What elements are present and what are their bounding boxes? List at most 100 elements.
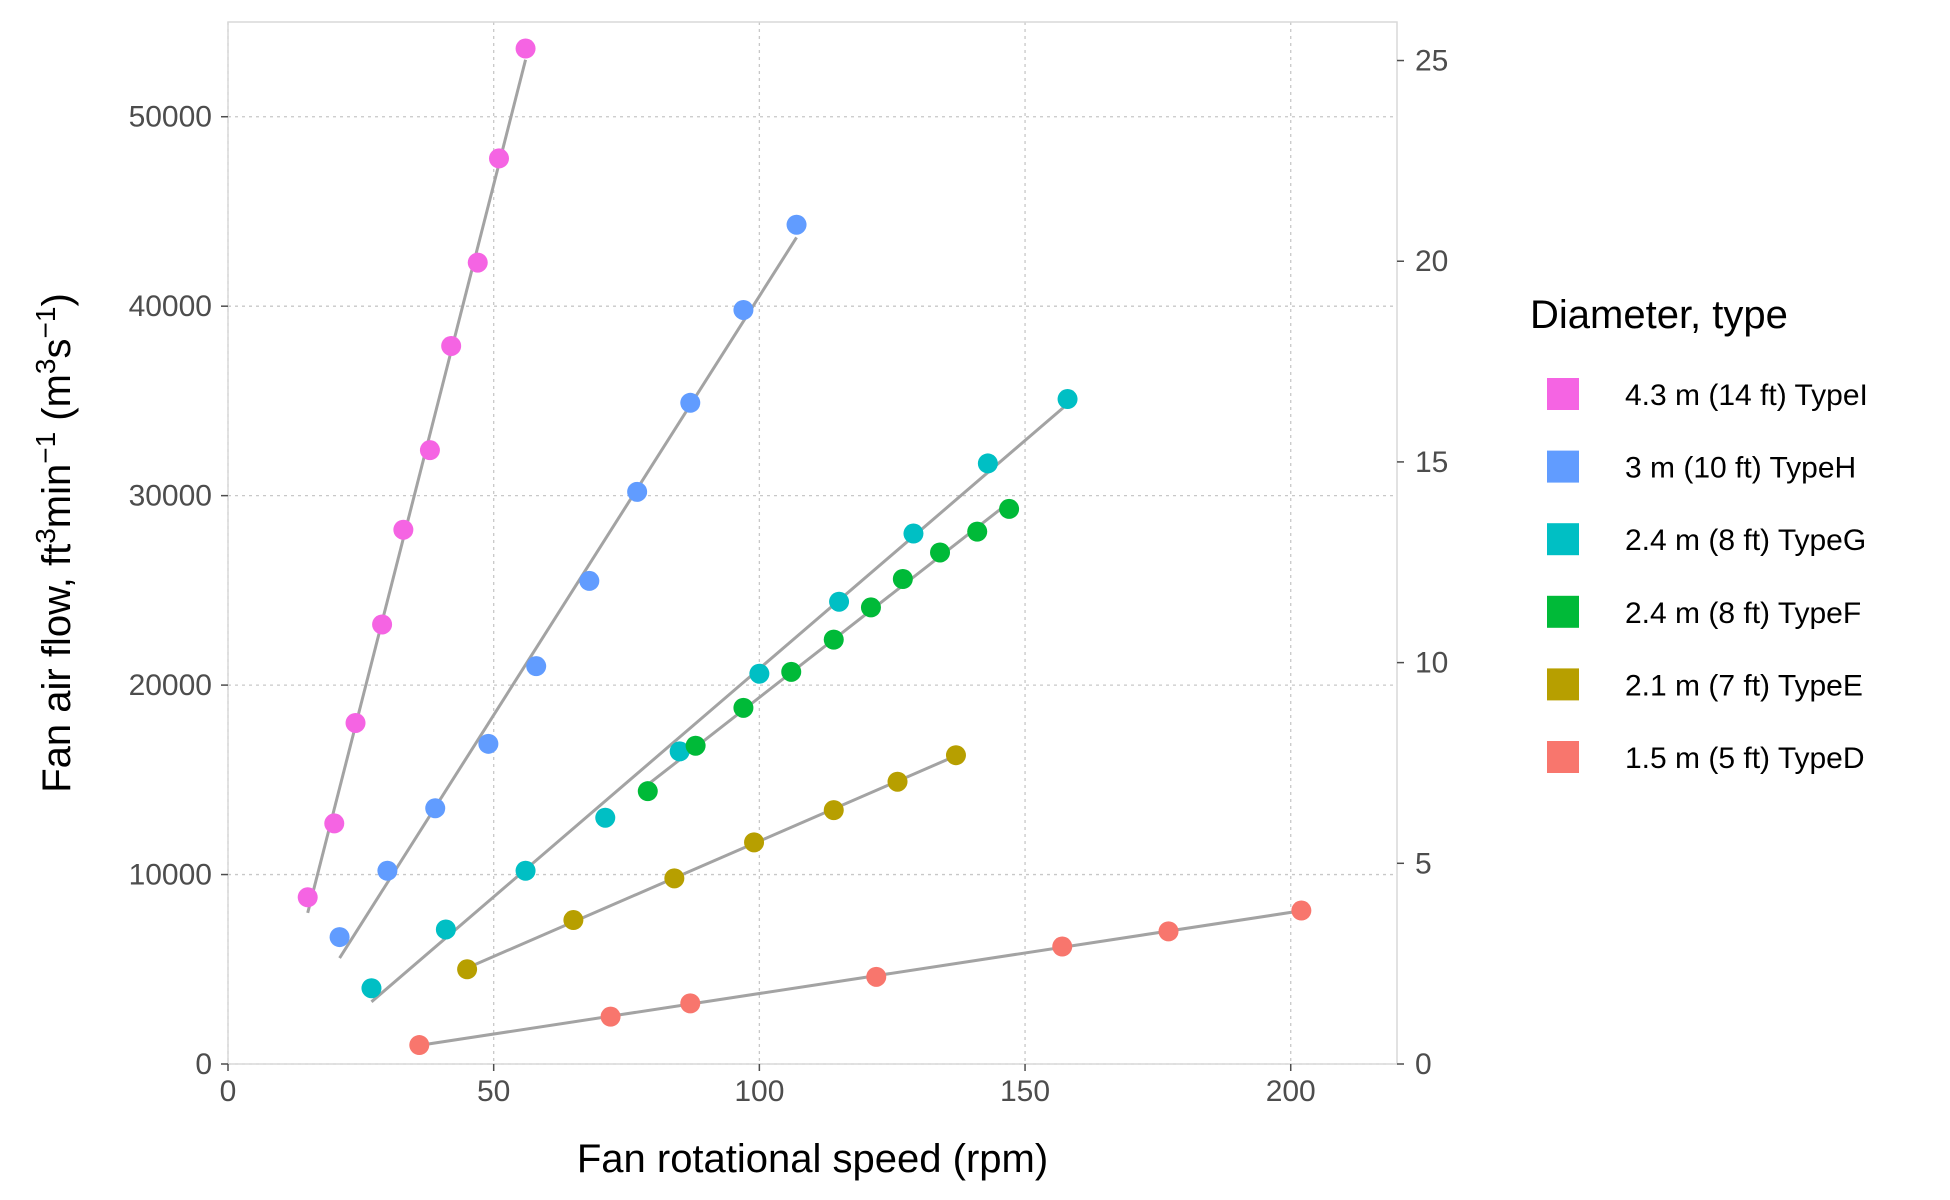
y-tick-label: 50000 [129, 101, 212, 134]
data-point [685, 735, 706, 756]
y-tick-label: 40000 [129, 290, 212, 323]
data-point [377, 860, 398, 881]
y2-tick-label: 0 [1415, 1048, 1432, 1081]
data-point [372, 614, 393, 635]
legend-label: 2.4 m (8 ft) TypeF [1625, 597, 1861, 630]
y-axis-title: Fan air flow, ft3min−1 (m3s−1) [30, 293, 80, 793]
data-point [297, 887, 318, 908]
y-title-sup: 3 [30, 528, 61, 544]
legend-key [1547, 668, 1579, 701]
data-point [324, 813, 345, 834]
data-point [829, 591, 850, 612]
y2-tick-label: 15 [1415, 446, 1448, 479]
legend-label: 2.4 m (8 ft) TypeG [1625, 524, 1866, 557]
legend: Diameter, type 4.3 m (14 ft) TypeI 3 m (1… [1530, 293, 1868, 775]
y-tick-label: 20000 [129, 669, 212, 702]
data-point [345, 712, 366, 733]
data-point [977, 453, 998, 474]
data-point [1158, 921, 1179, 942]
data-point [393, 519, 414, 540]
legend-label: 1.5 m (5 ft) TypeD [1625, 742, 1865, 775]
data-point [409, 1035, 430, 1056]
data-point [903, 523, 924, 544]
x-axis-ticks: 0 50 100 150 200 [220, 1064, 1316, 1108]
data-point [892, 568, 913, 589]
data-point [488, 148, 509, 169]
data-point [680, 993, 701, 1014]
y-title-sup: 3 [30, 358, 61, 374]
data-point [781, 661, 802, 682]
y-tick-label: 10000 [129, 859, 212, 892]
x-axis-title: Fan rotational speed (rpm) [577, 1137, 1048, 1181]
y2-tick-label: 25 [1415, 45, 1448, 78]
y-title-part: (m [35, 374, 79, 432]
data-point [733, 299, 754, 320]
data-point [860, 597, 881, 618]
data-point [361, 978, 382, 999]
data-point [595, 807, 616, 828]
data-point [999, 498, 1020, 519]
data-points [297, 38, 1312, 1056]
data-point [526, 656, 547, 677]
data-point [457, 959, 478, 980]
data-point [441, 335, 462, 356]
y2-axis-ticks: 0 5 10 15 20 25 [1397, 45, 1448, 1081]
y-tick-label: 0 [195, 1048, 212, 1081]
y-title-part: ) [35, 293, 79, 306]
y2-tick-label: 10 [1415, 647, 1448, 680]
fit-line [466, 754, 957, 970]
data-point [329, 927, 350, 948]
fit-line [370, 402, 1069, 1003]
data-point [680, 392, 701, 413]
x-tick-label: 200 [1266, 1075, 1316, 1108]
fit-line [306, 59, 528, 914]
data-point [627, 481, 648, 502]
data-point [563, 910, 584, 931]
data-point [435, 919, 456, 940]
legend-title: Diameter, type [1530, 293, 1788, 337]
x-tick-label: 50 [477, 1075, 510, 1108]
data-point [579, 570, 600, 591]
data-point [930, 542, 951, 563]
legend-key [1547, 741, 1579, 773]
x-tick-label: 0 [220, 1075, 237, 1108]
legend-label: 2.1 m (7 ft) TypeE [1625, 669, 1863, 702]
legend-key [1547, 378, 1579, 410]
y-title-part: s [35, 338, 79, 358]
x-tick-label: 150 [1000, 1075, 1050, 1108]
data-point [637, 781, 658, 802]
fit-line [338, 236, 798, 959]
data-point [467, 252, 488, 273]
data-point [1052, 936, 1073, 957]
y-tick-label: 30000 [129, 480, 212, 513]
data-point [419, 440, 440, 461]
data-point [515, 860, 536, 881]
legend-label: 4.3 m (14 ft) TypeI [1625, 379, 1868, 412]
data-point [664, 868, 685, 889]
data-point [945, 745, 966, 766]
y2-tick-label: 20 [1415, 245, 1448, 278]
x-tick-label: 100 [734, 1075, 784, 1108]
data-point [823, 800, 844, 821]
data-point [866, 966, 887, 987]
data-point [823, 629, 844, 650]
data-point [1057, 389, 1078, 410]
fit-line [419, 909, 1302, 1047]
data-point [744, 832, 765, 853]
legend-key [1547, 450, 1579, 483]
legend-label: 3 m (10 ft) TypeH [1625, 452, 1856, 485]
data-point [600, 1006, 621, 1027]
panel-border [227, 21, 1398, 1065]
legend-key [1547, 595, 1579, 628]
y-title-sup: −1 [30, 307, 61, 339]
data-point [669, 741, 690, 762]
data-point [478, 733, 499, 754]
y-title-sup: −1 [30, 432, 61, 464]
data-point [749, 663, 770, 684]
data-point [425, 798, 446, 819]
y-axis-ticks: 0 10000 20000 30000 40000 50000 [129, 101, 228, 1081]
y2-tick-label: 5 [1415, 847, 1432, 880]
y-title-part: min [35, 464, 79, 528]
data-point [733, 697, 754, 718]
